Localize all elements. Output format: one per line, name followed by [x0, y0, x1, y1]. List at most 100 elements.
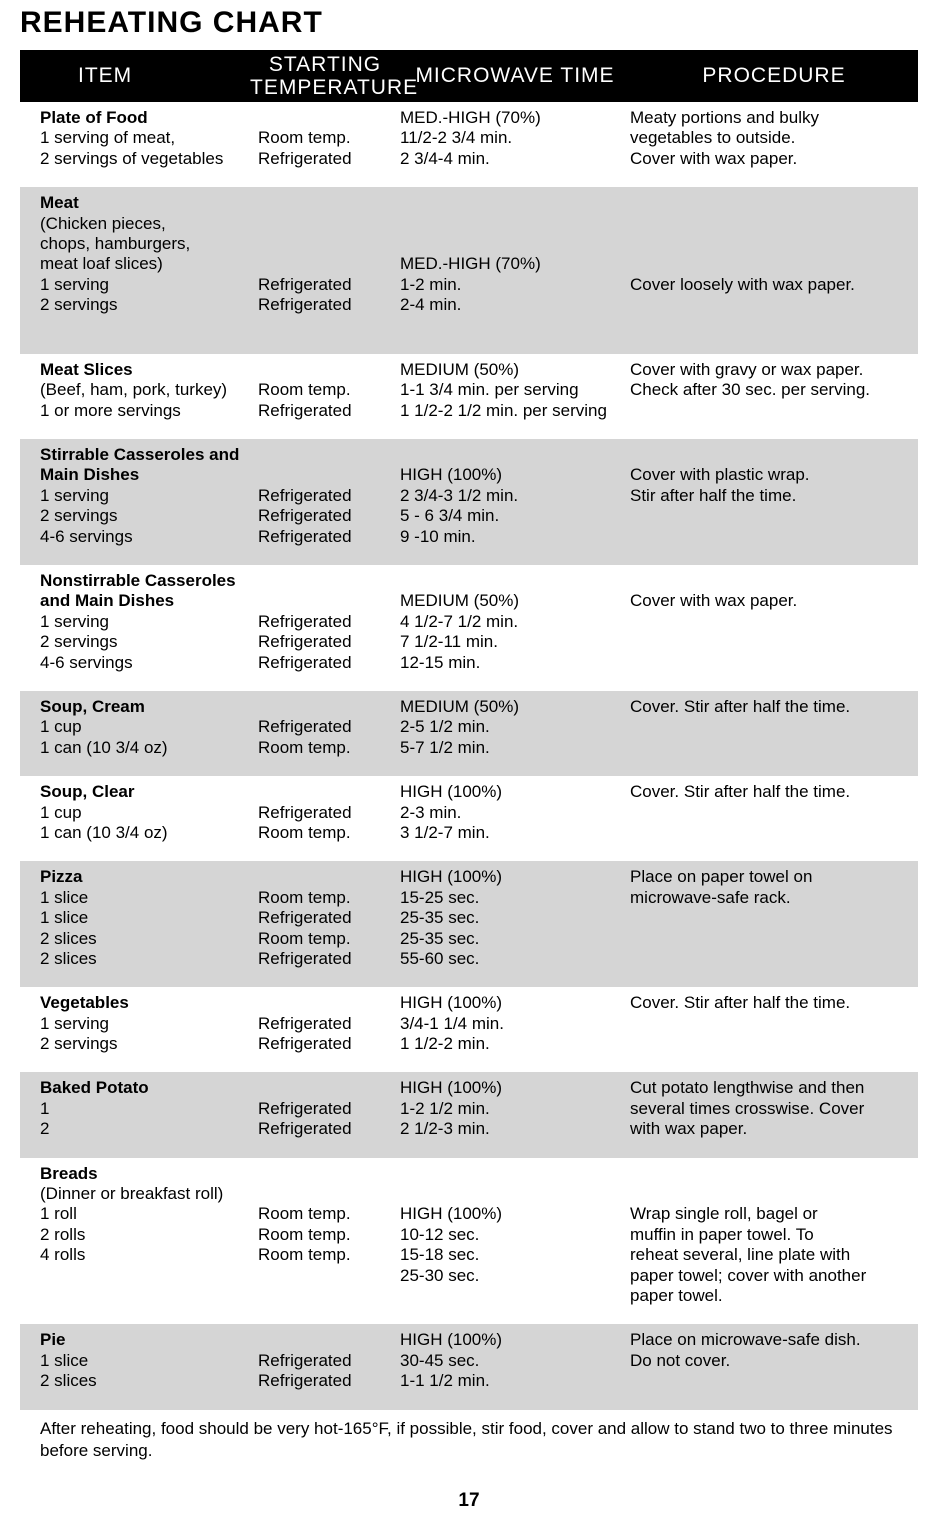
item-title: Breads — [40, 1164, 244, 1184]
item-line: 1 can (10 3/4 oz) — [40, 823, 244, 843]
temp-line: Room temp. — [258, 823, 400, 843]
item-title: Soup, Clear — [40, 782, 244, 802]
temp-line: Refrigerated — [258, 1371, 400, 1391]
item-line: 2 slices — [40, 929, 244, 949]
table-row: Pie1 slice2 slices RefrigeratedRefrigera… — [20, 1324, 918, 1409]
time-line: 11/2-2 3/4 min. — [400, 128, 630, 148]
temp-line: Room temp. — [258, 888, 400, 908]
procedure-line: Check after 30 sec. per serving. — [630, 380, 900, 400]
temp-line: Room temp. — [258, 128, 400, 148]
temp-line: Refrigerated — [258, 949, 400, 969]
cell-time: MEDIUM (50%)4 1/2-7 1/2 min.7 1/2-11 min… — [400, 571, 630, 673]
table-header: ITEM STARTING TEMPERATURE MICROWAVE TIME… — [20, 50, 918, 102]
table-row: Plate of Food1 serving of meat,2 serving… — [20, 102, 918, 187]
page-number: 17 — [20, 1462, 918, 1524]
cell-item: Nonstirrable Casserolesand Main Dishes1 … — [20, 571, 250, 673]
time-line: 15-18 sec. — [400, 1245, 630, 1265]
time-line: 2-4 min. — [400, 295, 630, 315]
cell-temp: RefrigeratedRefrigerated — [250, 1078, 400, 1139]
item-title: Meat — [40, 193, 244, 213]
header-time: MICROWAVE TIME — [400, 64, 630, 87]
time-power: MED.-HIGH (70%) — [400, 254, 630, 274]
cell-procedure: Meaty portions and bulkyvegetables to ou… — [630, 108, 918, 169]
cell-item: Stirrable Casseroles andMain Dishes1 ser… — [20, 445, 250, 547]
temp-line: Refrigerated — [258, 1014, 400, 1034]
temp-line: Room temp. — [258, 380, 400, 400]
time-line: 25-35 sec. — [400, 929, 630, 949]
table-row: Pizza1 slice1 slice2 slices2 slices Room… — [20, 861, 918, 987]
temp-line: Refrigerated — [258, 506, 400, 526]
time-line: 25-35 sec. — [400, 908, 630, 928]
item-title: Vegetables — [40, 993, 244, 1013]
item-title: Pizza — [40, 867, 244, 887]
temp-line: Refrigerated — [258, 486, 400, 506]
procedure-line: paper towel. — [630, 1286, 900, 1306]
temp-line: Refrigerated — [258, 527, 400, 547]
time-line: 1-2 min. — [400, 275, 630, 295]
header-item: ITEM — [78, 64, 250, 87]
item-line: 1 serving — [40, 486, 244, 506]
cell-procedure: Wrap single roll, bagel ormuffin in pape… — [630, 1164, 918, 1307]
item-line: 2 — [40, 1119, 244, 1139]
temp-line: Room temp. — [258, 1245, 400, 1265]
time-line: 3 1/2-7 min. — [400, 823, 630, 843]
time-line: 12-15 min. — [400, 653, 630, 673]
temp-line: Refrigerated — [258, 653, 400, 673]
procedure-line: vegetables to outside. — [630, 128, 900, 148]
cell-procedure: Cover. Stir after half the time. — [630, 993, 918, 1054]
time-line: 15-25 sec. — [400, 888, 630, 908]
item-title: and Main Dishes — [40, 591, 244, 611]
time-power: MEDIUM (50%) — [400, 360, 630, 380]
time-power: MEDIUM (50%) — [400, 697, 630, 717]
cell-procedure: Cover. Stir after half the time. — [630, 697, 918, 758]
temp-line: Refrigerated — [258, 295, 400, 315]
time-line: 2 3/4-3 1/2 min. — [400, 486, 630, 506]
item-line: 2 servings — [40, 295, 244, 315]
procedure-line: Cover loosely with wax paper. — [630, 275, 900, 295]
cell-time: MED.-HIGH (70%)1-2 min.2-4 min. — [400, 193, 630, 336]
time-line: 5-7 1/2 min. — [400, 738, 630, 758]
time-line: 10-12 sec. — [400, 1225, 630, 1245]
cell-temp: RefrigeratedRefrigerated — [250, 193, 400, 336]
item-line: 1 cup — [40, 803, 244, 823]
item-line: 1 roll — [40, 1204, 244, 1224]
cell-procedure: Cover. Stir after half the time. — [630, 782, 918, 843]
cell-item: Meat(Chicken pieces,chops, hamburgers,me… — [20, 193, 250, 336]
cell-time: HIGH (100%)30-45 sec.1-1 1/2 min. — [400, 1330, 630, 1391]
procedure-line: Place on paper towel on — [630, 867, 900, 887]
item-line: 2 rolls — [40, 1225, 244, 1245]
item-line: 4-6 servings — [40, 653, 244, 673]
item-line: 2 servings — [40, 1034, 244, 1054]
cell-time: HIGH (100%)3/4-1 1/4 min.1 1/2-2 min. — [400, 993, 630, 1054]
temp-line: Room temp. — [258, 1225, 400, 1245]
time-line: 4 1/2-7 1/2 min. — [400, 612, 630, 632]
item-line: 1 slice — [40, 908, 244, 928]
cell-procedure: Place on microwave-safe dish.Do not cove… — [630, 1330, 918, 1391]
cell-temp: Room temp.Refrigerated — [250, 360, 400, 421]
table-body: Plate of Food1 serving of meat,2 serving… — [20, 102, 918, 1410]
temp-line: Refrigerated — [258, 908, 400, 928]
item-line: 2 servings — [40, 632, 244, 652]
time-line: 3/4-1 1/4 min. — [400, 1014, 630, 1034]
time-power: MED.-HIGH (70%) — [400, 108, 630, 128]
temp-line: Refrigerated — [258, 1351, 400, 1371]
cell-time: HIGH (100%)2-3 min.3 1/2-7 min. — [400, 782, 630, 843]
procedure-line: muffin in paper towel. To — [630, 1225, 900, 1245]
temp-line: Refrigerated — [258, 612, 400, 632]
temp-line: Refrigerated — [258, 1099, 400, 1119]
temp-line: Room temp. — [258, 929, 400, 949]
item-line: 1 serving — [40, 612, 244, 632]
cell-procedure: Cut potato lengthwise and thenseveral ti… — [630, 1078, 918, 1139]
item-line: 1 slice — [40, 1351, 244, 1371]
item-line: 1 can (10 3/4 oz) — [40, 738, 244, 758]
footnote: After reheating, food should be very hot… — [20, 1410, 918, 1462]
cell-temp: RefrigeratedRefrigerated — [250, 1330, 400, 1391]
table-row: Stirrable Casseroles andMain Dishes1 ser… — [20, 439, 918, 565]
table-row: Nonstirrable Casserolesand Main Dishes1 … — [20, 565, 918, 691]
page-title: REHEATING CHART — [20, 0, 918, 50]
item-line: 1 or more servings — [40, 401, 244, 421]
time-line: 25-30 sec. — [400, 1266, 630, 1286]
procedure-line: several times crosswise. Cover — [630, 1099, 900, 1119]
item-line: 4 rolls — [40, 1245, 244, 1265]
procedure-line: Stir after half the time. — [630, 486, 900, 506]
